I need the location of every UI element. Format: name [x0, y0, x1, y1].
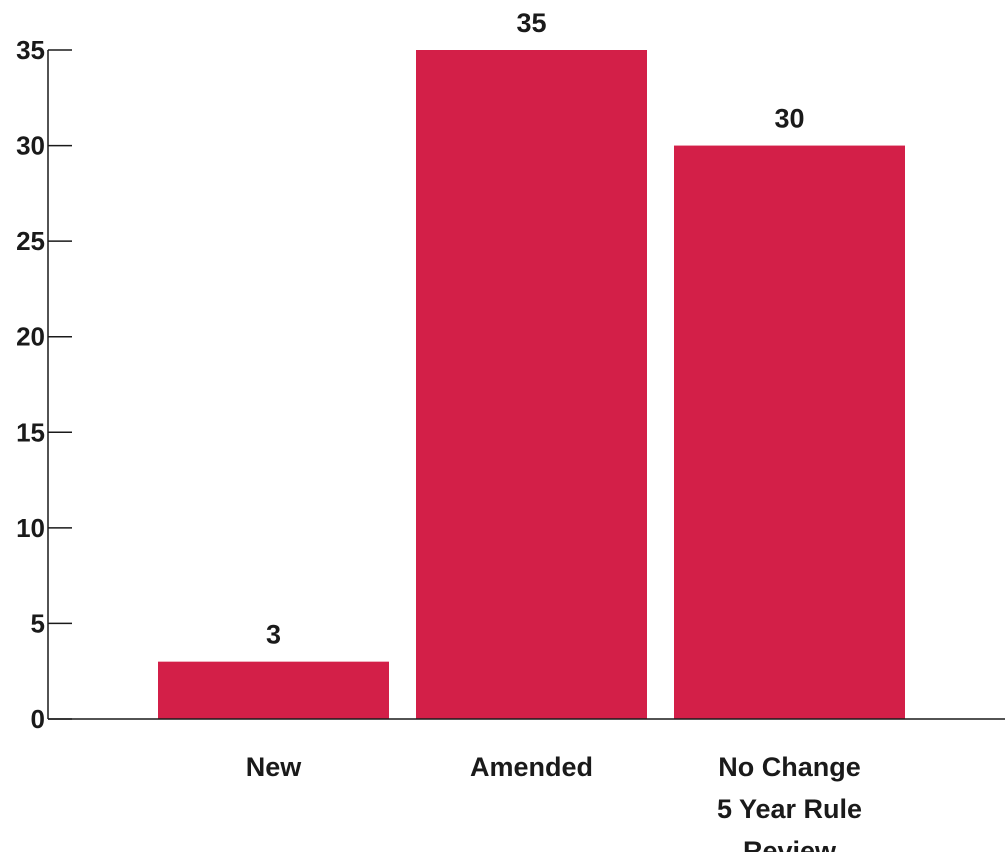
y-tick-label: 35	[16, 35, 45, 65]
x-category-label: New	[246, 752, 303, 782]
y-tick-label: 5	[31, 608, 45, 638]
bar	[674, 145, 905, 720]
bar-value-label: 3	[266, 620, 281, 650]
x-axis-category-labels: New Amended No Change 5 Year Rule Review	[246, 752, 862, 852]
bar	[158, 661, 389, 719]
bar-value-label: 30	[774, 104, 804, 134]
bar	[416, 50, 647, 719]
y-tick-label: 15	[16, 417, 45, 447]
bar-value-label: 35	[516, 8, 546, 38]
y-tick-label: 10	[16, 513, 45, 543]
x-category-label: Amended	[470, 752, 593, 782]
y-tick-label: 20	[16, 322, 45, 352]
x-category-label: 5 Year Rule	[717, 794, 862, 824]
bars	[158, 50, 905, 720]
y-tick-label: 0	[31, 704, 45, 734]
value-labels: 3 35 30	[266, 8, 805, 650]
y-tick-label: 25	[16, 226, 45, 256]
x-category-label: No Change	[718, 752, 861, 782]
y-axis: 0 5 10 15 20 25 30 35	[16, 35, 72, 734]
y-tick-label: 30	[16, 131, 45, 161]
x-category-label: Review	[743, 836, 837, 852]
